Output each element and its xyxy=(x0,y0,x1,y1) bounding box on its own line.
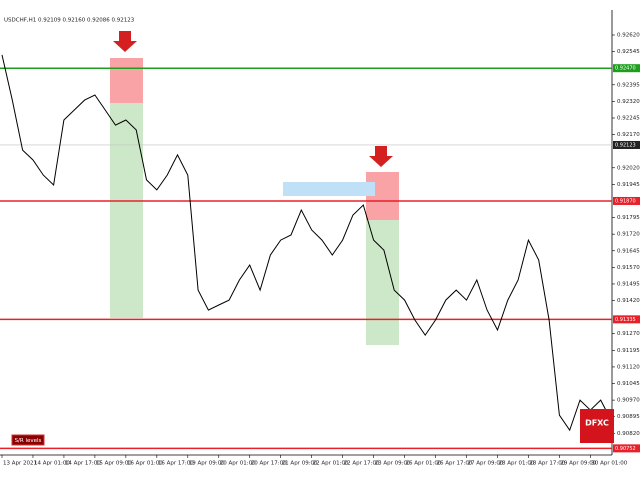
y-tick-label: 0.91270 xyxy=(617,331,640,337)
y-tick-label: 0.92620 xyxy=(617,33,640,39)
x-tick-label: 29 Apr 09:00 xyxy=(560,461,596,467)
supply-zone xyxy=(110,58,143,103)
price-line xyxy=(1,54,612,432)
y-tick-label: 0.92320 xyxy=(617,99,640,105)
x-tick-label: 30 Apr 01:00 xyxy=(591,461,627,467)
sell-arrow xyxy=(113,31,137,52)
x-tick-label: 27 Apr 09:00 xyxy=(467,461,503,467)
y-tick-label: 0.90895 xyxy=(617,414,640,420)
sr-level-label: 0.91335 xyxy=(615,317,636,323)
x-tick-label: 16 Apr 17:00 xyxy=(158,461,194,467)
y-tick-label: 0.91570 xyxy=(617,265,640,271)
x-tick-label: 15 Apr 09:00 xyxy=(96,461,132,467)
x-tick-label: 13 Apr 2021 xyxy=(3,461,37,467)
sr-level-tag xyxy=(613,444,640,453)
y-tick-label: 0.90820 xyxy=(617,431,640,437)
logo-text: DFXC xyxy=(585,419,609,428)
x-tick-label: 28 Apr 01:00 xyxy=(498,461,534,467)
y-tick-label: 0.92395 xyxy=(617,82,640,88)
y-tick-label: 0.91495 xyxy=(617,281,640,287)
x-tick-label: 22 Apr 01:00 xyxy=(313,461,349,467)
sr-level-label: 0.90752 xyxy=(615,446,636,452)
sr-level-label: 0.92470 xyxy=(615,66,636,72)
y-tick-label: 0.92245 xyxy=(617,115,640,121)
y-tick-label: 0.91945 xyxy=(617,182,640,188)
x-tick-label: 19 Apr 09:00 xyxy=(189,461,225,467)
x-tick-label: 28 Apr 17:00 xyxy=(529,461,565,467)
x-tick-label: 22 Apr 17:00 xyxy=(344,461,380,467)
y-tick-label: 0.91045 xyxy=(617,381,640,387)
y-tick-label: 0.91645 xyxy=(617,248,640,254)
x-tick-label: 20 Apr 01:00 xyxy=(220,461,256,467)
plot: 0.92620 0.92545 0.92395 0.92320 0.92245 0.921… xyxy=(0,33,640,467)
current-price-label: 0.92123 xyxy=(615,142,636,148)
chart-title: USDCHF,H1 0.92109 0.92160 0.92086 0.9212… xyxy=(4,18,135,24)
logo xyxy=(580,409,614,443)
y-tick-label: 0.91720 xyxy=(617,232,640,238)
y-tick-label: 0.91795 xyxy=(617,215,640,221)
x-tick-label: 21 Apr 09:00 xyxy=(282,461,318,467)
x-tick-label: 26 Apr 01:00 xyxy=(406,461,442,467)
demand-zone xyxy=(110,103,143,318)
sr-level-tag xyxy=(613,64,640,73)
y-tick-label: 0.90970 xyxy=(617,398,640,404)
y-tick-label: 0.91420 xyxy=(617,298,640,304)
x-tick-label: 26 Apr 17:00 xyxy=(437,461,473,467)
x-tick-label: 14 Apr 17:00 xyxy=(65,461,101,467)
sr-button-label[interactable]: S/R levels xyxy=(15,438,42,444)
demand-zone xyxy=(366,220,399,345)
sr-button[interactable] xyxy=(11,434,45,446)
y-tick-label: 0.92170 xyxy=(617,132,640,138)
x-tick-label: 23 Apr 09:00 xyxy=(375,461,411,467)
y-tick-label: 0.91195 xyxy=(617,348,640,354)
range-zone xyxy=(283,182,375,196)
sr-level-tag xyxy=(613,196,640,205)
y-tick-label: 0.91120 xyxy=(617,364,640,370)
sell-arrow xyxy=(369,146,393,167)
y-tick-label: 0.92020 xyxy=(617,165,640,171)
x-tick-label: 20 Apr 17:00 xyxy=(251,461,287,467)
sr-level-label: 0.91870 xyxy=(615,198,636,204)
sr-level-tag xyxy=(613,315,640,324)
x-tick-label: 14 Apr 01:00 xyxy=(34,461,70,467)
x-tick-label: 16 Apr 01:00 xyxy=(127,461,163,467)
current-price-tag xyxy=(613,140,640,149)
y-tick-label: 0.92545 xyxy=(617,49,640,55)
